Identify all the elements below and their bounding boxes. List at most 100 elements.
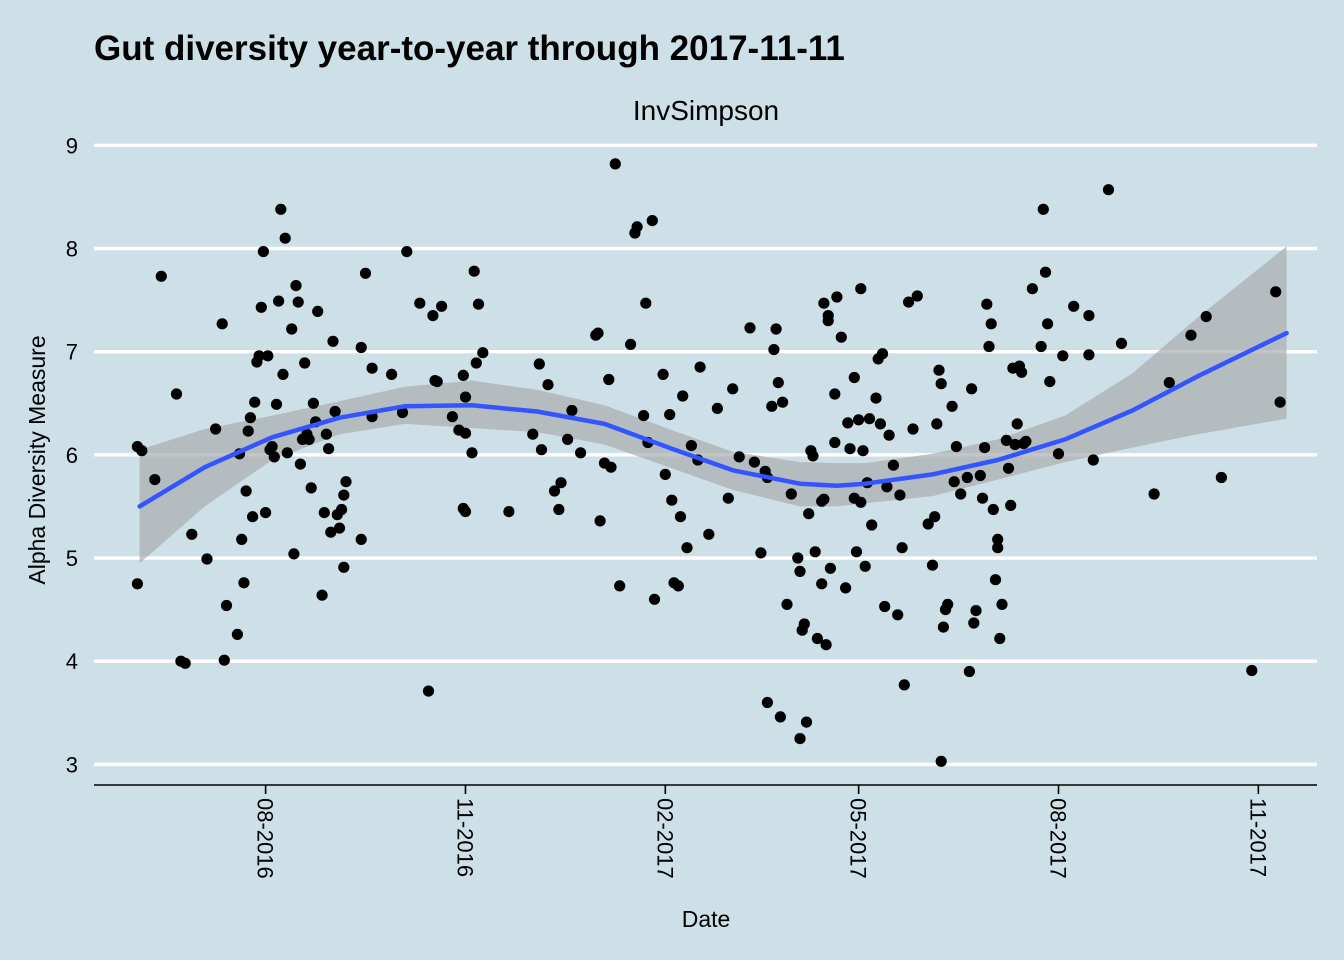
data-point	[807, 450, 819, 462]
data-point	[1102, 184, 1115, 196]
data-point	[926, 559, 939, 571]
data-point	[866, 519, 878, 531]
data-point	[989, 574, 1002, 586]
data-point	[748, 456, 761, 468]
data-point	[1005, 499, 1017, 511]
chart-title: Gut diversity year-to-year through 2017-…	[94, 29, 845, 68]
gridlines	[94, 143, 1317, 767]
data-point	[247, 511, 259, 523]
data-point	[968, 617, 980, 629]
data-point	[755, 547, 767, 559]
data-point	[1011, 418, 1023, 430]
data-point	[803, 508, 815, 520]
data-point	[992, 542, 1004, 554]
data-point	[273, 295, 285, 307]
data-point	[427, 310, 439, 322]
data-point	[831, 291, 843, 303]
data-point	[946, 400, 958, 412]
data-point	[555, 477, 567, 489]
data-point	[240, 485, 252, 497]
confidence-band-group	[139, 246, 1287, 564]
data-point	[355, 533, 367, 546]
data-point	[1200, 311, 1212, 323]
data-point	[770, 323, 782, 335]
x-tick-label: 08-2017	[1045, 798, 1070, 879]
data-point	[829, 388, 841, 400]
data-point	[216, 318, 228, 330]
data-point	[794, 733, 806, 745]
data-point	[855, 283, 867, 295]
data-point	[903, 296, 915, 308]
data-point	[201, 553, 213, 565]
data-point	[1083, 349, 1095, 361]
data-point	[792, 552, 804, 564]
data-point	[249, 396, 261, 408]
data-point	[477, 347, 489, 359]
data-point	[898, 679, 910, 691]
data-point	[253, 350, 265, 362]
data-point	[850, 546, 863, 558]
data-point	[970, 605, 982, 617]
data-point	[307, 397, 319, 409]
data-point	[603, 373, 615, 386]
x-tick-label: 02-2017	[652, 798, 677, 879]
data-point	[727, 383, 739, 395]
data-point	[236, 533, 248, 546]
data-point	[711, 402, 724, 414]
data-point	[1020, 435, 1032, 447]
data-point	[887, 459, 900, 471]
data-point	[894, 489, 906, 501]
data-point	[935, 755, 947, 767]
data-point	[1026, 283, 1038, 295]
data-point	[288, 548, 300, 560]
x-tick-label: 11-2016	[452, 798, 477, 877]
data-point	[436, 300, 448, 312]
data-point	[681, 542, 693, 554]
data-point	[935, 378, 947, 390]
data-point	[829, 436, 841, 449]
data-point	[809, 546, 821, 558]
data-point	[703, 528, 715, 540]
data-point	[459, 506, 472, 518]
data-point	[242, 425, 254, 437]
data-point	[774, 711, 787, 723]
data-point	[359, 267, 372, 279]
data-point	[842, 417, 854, 429]
data-point	[470, 357, 482, 369]
data-point	[355, 341, 367, 354]
data-point	[605, 461, 617, 473]
data-point	[457, 369, 469, 381]
data-point	[414, 297, 426, 309]
data-point	[220, 599, 233, 612]
data-point	[155, 270, 167, 282]
y-tick-label: 5	[66, 546, 78, 571]
data-point	[446, 411, 458, 423]
data-point	[290, 280, 302, 292]
data-point	[316, 589, 328, 601]
data-point	[672, 580, 684, 592]
y-tick-label: 9	[66, 133, 78, 158]
data-point	[131, 578, 143, 590]
data-point	[459, 391, 472, 403]
y-tick-label: 6	[66, 443, 78, 468]
data-point	[966, 383, 978, 395]
data-point	[883, 429, 895, 441]
data-point	[1270, 286, 1282, 298]
data-point	[785, 488, 797, 500]
data-point	[305, 482, 317, 494]
data-point	[942, 598, 954, 611]
data-point	[835, 331, 847, 343]
data-point	[870, 392, 882, 404]
data-point	[1163, 377, 1175, 389]
data-point	[874, 418, 887, 430]
data-point	[338, 561, 350, 573]
data-point	[1215, 471, 1227, 484]
data-point	[303, 433, 315, 445]
data-point	[1274, 396, 1286, 408]
data-point	[896, 542, 908, 554]
data-point	[535, 444, 548, 456]
data-point	[876, 348, 889, 360]
y-axis-title: Alpha Diversity Measure	[24, 335, 50, 584]
data-point	[677, 390, 689, 402]
